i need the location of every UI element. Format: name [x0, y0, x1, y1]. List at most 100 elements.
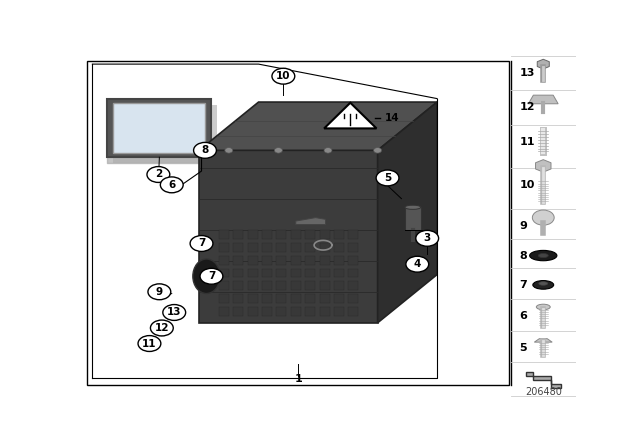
Bar: [291, 307, 301, 316]
Circle shape: [163, 305, 186, 320]
Bar: [262, 230, 272, 239]
Bar: [348, 243, 358, 252]
Text: 13: 13: [520, 68, 535, 78]
Bar: [219, 294, 229, 303]
Bar: [248, 281, 258, 290]
Text: 5: 5: [384, 173, 391, 183]
Bar: [276, 243, 287, 252]
Text: 12: 12: [520, 102, 535, 112]
Text: 10: 10: [520, 180, 535, 190]
Bar: [319, 256, 330, 265]
Ellipse shape: [405, 205, 420, 209]
Polygon shape: [378, 102, 437, 323]
Bar: [219, 268, 229, 277]
Ellipse shape: [193, 259, 220, 293]
Bar: [88, 60, 509, 385]
Bar: [276, 268, 287, 277]
Circle shape: [324, 147, 332, 153]
Bar: [334, 243, 344, 252]
Bar: [305, 281, 316, 290]
Bar: [248, 256, 258, 265]
Bar: [113, 105, 218, 164]
Polygon shape: [199, 151, 378, 323]
Text: 3: 3: [424, 233, 431, 243]
Bar: [334, 230, 344, 239]
Bar: [405, 207, 420, 230]
Bar: [291, 294, 301, 303]
Bar: [319, 243, 330, 252]
Bar: [291, 243, 301, 252]
Text: 7: 7: [208, 271, 215, 281]
Bar: [276, 307, 287, 316]
Circle shape: [272, 68, 295, 84]
Circle shape: [406, 256, 429, 272]
Bar: [262, 268, 272, 277]
Bar: [233, 243, 243, 252]
Bar: [233, 256, 243, 265]
Text: 6: 6: [520, 311, 527, 321]
Polygon shape: [199, 102, 437, 151]
Bar: [262, 307, 272, 316]
Bar: [334, 294, 344, 303]
Bar: [348, 268, 358, 277]
Bar: [248, 243, 258, 252]
Circle shape: [148, 284, 171, 300]
Bar: [305, 294, 316, 303]
Circle shape: [225, 147, 233, 153]
Bar: [305, 243, 316, 252]
Text: 6: 6: [168, 180, 175, 190]
Bar: [334, 307, 344, 316]
Bar: [348, 230, 358, 239]
Text: 12: 12: [155, 323, 169, 333]
Bar: [334, 268, 344, 277]
Ellipse shape: [539, 282, 548, 285]
Circle shape: [150, 320, 173, 336]
Bar: [233, 281, 243, 290]
Polygon shape: [526, 372, 561, 388]
Bar: [305, 256, 316, 265]
Circle shape: [374, 147, 381, 153]
Bar: [113, 103, 205, 153]
Bar: [219, 243, 229, 252]
Bar: [334, 281, 344, 290]
Circle shape: [138, 336, 161, 352]
Bar: [348, 281, 358, 290]
Circle shape: [416, 230, 438, 246]
Text: 10: 10: [276, 71, 291, 81]
Text: 13: 13: [167, 307, 182, 318]
Polygon shape: [296, 218, 326, 224]
Bar: [305, 268, 316, 277]
Text: 8: 8: [520, 250, 527, 261]
Text: 7: 7: [198, 238, 205, 249]
Text: 206480: 206480: [525, 387, 562, 397]
Bar: [334, 256, 344, 265]
Bar: [248, 294, 258, 303]
Polygon shape: [324, 103, 376, 129]
Bar: [262, 294, 272, 303]
Text: 9: 9: [156, 287, 163, 297]
Ellipse shape: [536, 304, 550, 310]
Text: 4: 4: [413, 259, 421, 269]
Bar: [319, 307, 330, 316]
Text: 14: 14: [385, 112, 399, 123]
Circle shape: [147, 167, 170, 182]
Bar: [291, 281, 301, 290]
Bar: [291, 268, 301, 277]
Bar: [262, 281, 272, 290]
Text: 2: 2: [155, 169, 162, 180]
Bar: [233, 230, 243, 239]
Bar: [248, 268, 258, 277]
Text: 5: 5: [520, 343, 527, 353]
Ellipse shape: [533, 280, 554, 289]
Circle shape: [376, 170, 399, 186]
Bar: [248, 307, 258, 316]
Bar: [233, 294, 243, 303]
Circle shape: [161, 177, 183, 193]
Circle shape: [275, 147, 282, 153]
Bar: [233, 268, 243, 277]
Circle shape: [190, 236, 213, 251]
Bar: [233, 307, 243, 316]
Text: 11: 11: [520, 137, 535, 147]
Circle shape: [532, 210, 554, 225]
Bar: [291, 256, 301, 265]
